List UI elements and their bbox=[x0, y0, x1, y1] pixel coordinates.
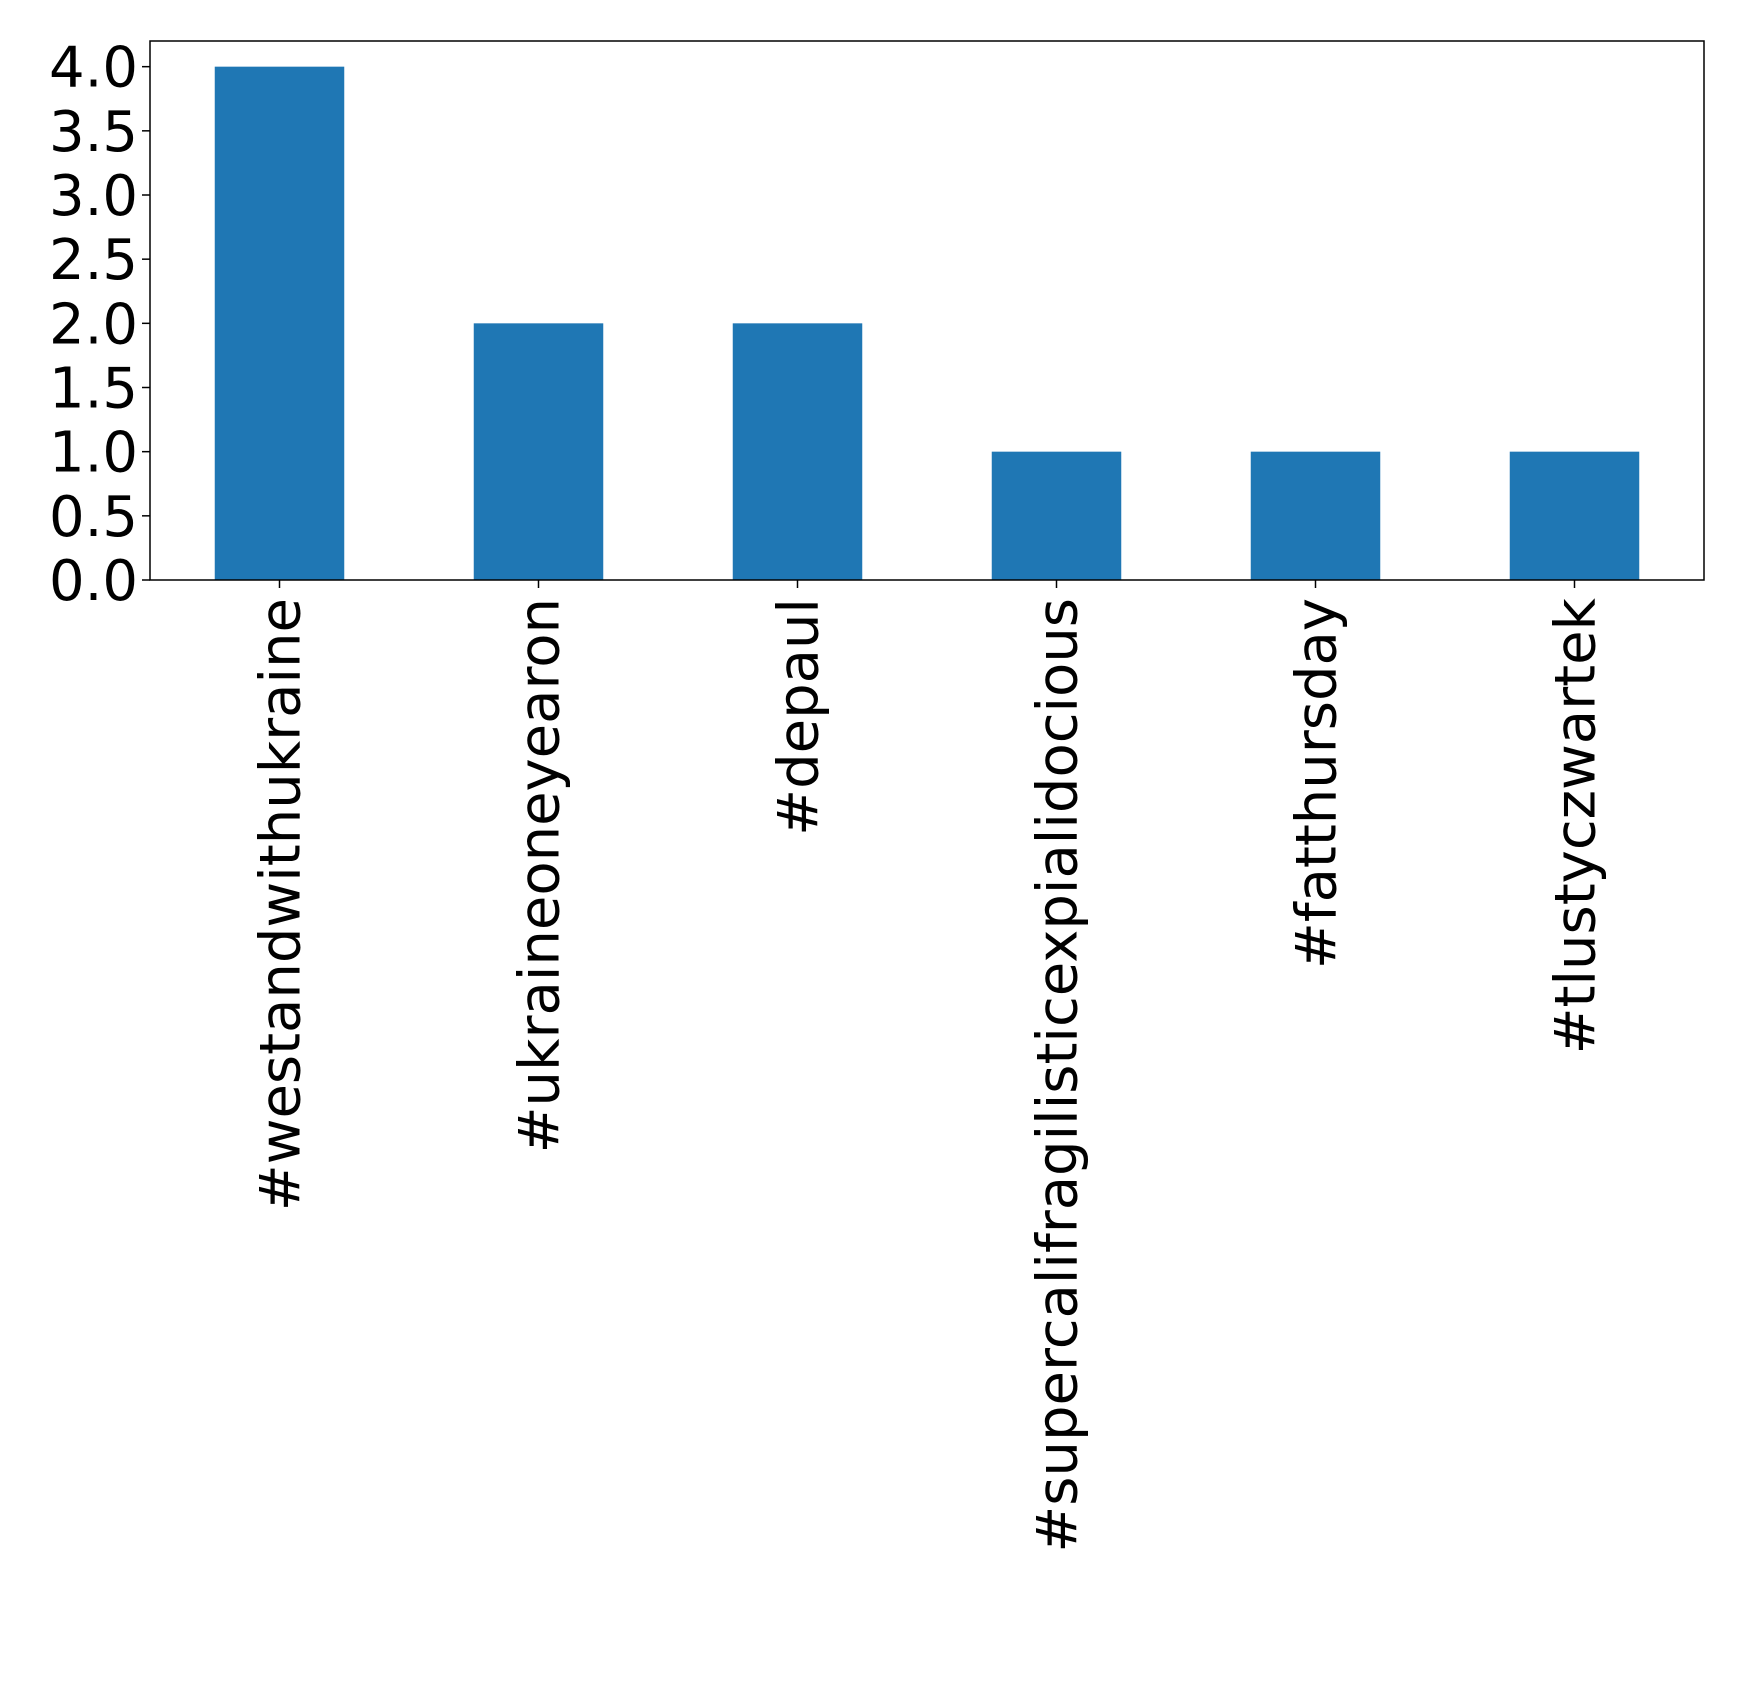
y-tick-label: 3.5 bbox=[49, 100, 138, 165]
x-tick-label: #depaul bbox=[767, 598, 832, 836]
y-tick-label: 1.5 bbox=[49, 357, 138, 422]
x-tick-label: #ukraineoneyearon bbox=[508, 598, 573, 1153]
y-tick-label: 0.0 bbox=[49, 549, 138, 614]
bar-supercalifragilisticexpialidocious bbox=[991, 451, 1122, 580]
y-tick-label: 2.5 bbox=[49, 228, 138, 293]
y-tick-label: 1.0 bbox=[49, 421, 138, 486]
bar-westandwithukraine bbox=[214, 66, 345, 580]
y-tick-label: 0.5 bbox=[49, 485, 138, 550]
x-tick-label: #supercalifragilisticexpialidocious bbox=[1026, 598, 1091, 1553]
y-tick-label: 3.0 bbox=[49, 164, 138, 229]
x-tick-label: #tlustyczwartek bbox=[1544, 597, 1609, 1054]
y-tick-label: 2.0 bbox=[49, 292, 138, 357]
ticks-layer: #westandwithukraine #ukraineoneyearon #dep… bbox=[49, 36, 1609, 1553]
bar-fatthursday bbox=[1250, 451, 1381, 580]
bars-layer bbox=[214, 66, 1640, 580]
plot-frame bbox=[149, 40, 1705, 581]
bar-tlustyczwartek bbox=[1509, 451, 1640, 580]
bar-ukraineoneyearon bbox=[473, 323, 604, 580]
bar-depaul bbox=[732, 323, 863, 580]
x-tick-label: #westandwithukraine bbox=[249, 598, 314, 1211]
x-tick-label: #fatthursday bbox=[1285, 598, 1350, 969]
y-tick-label: 4.0 bbox=[49, 36, 138, 101]
